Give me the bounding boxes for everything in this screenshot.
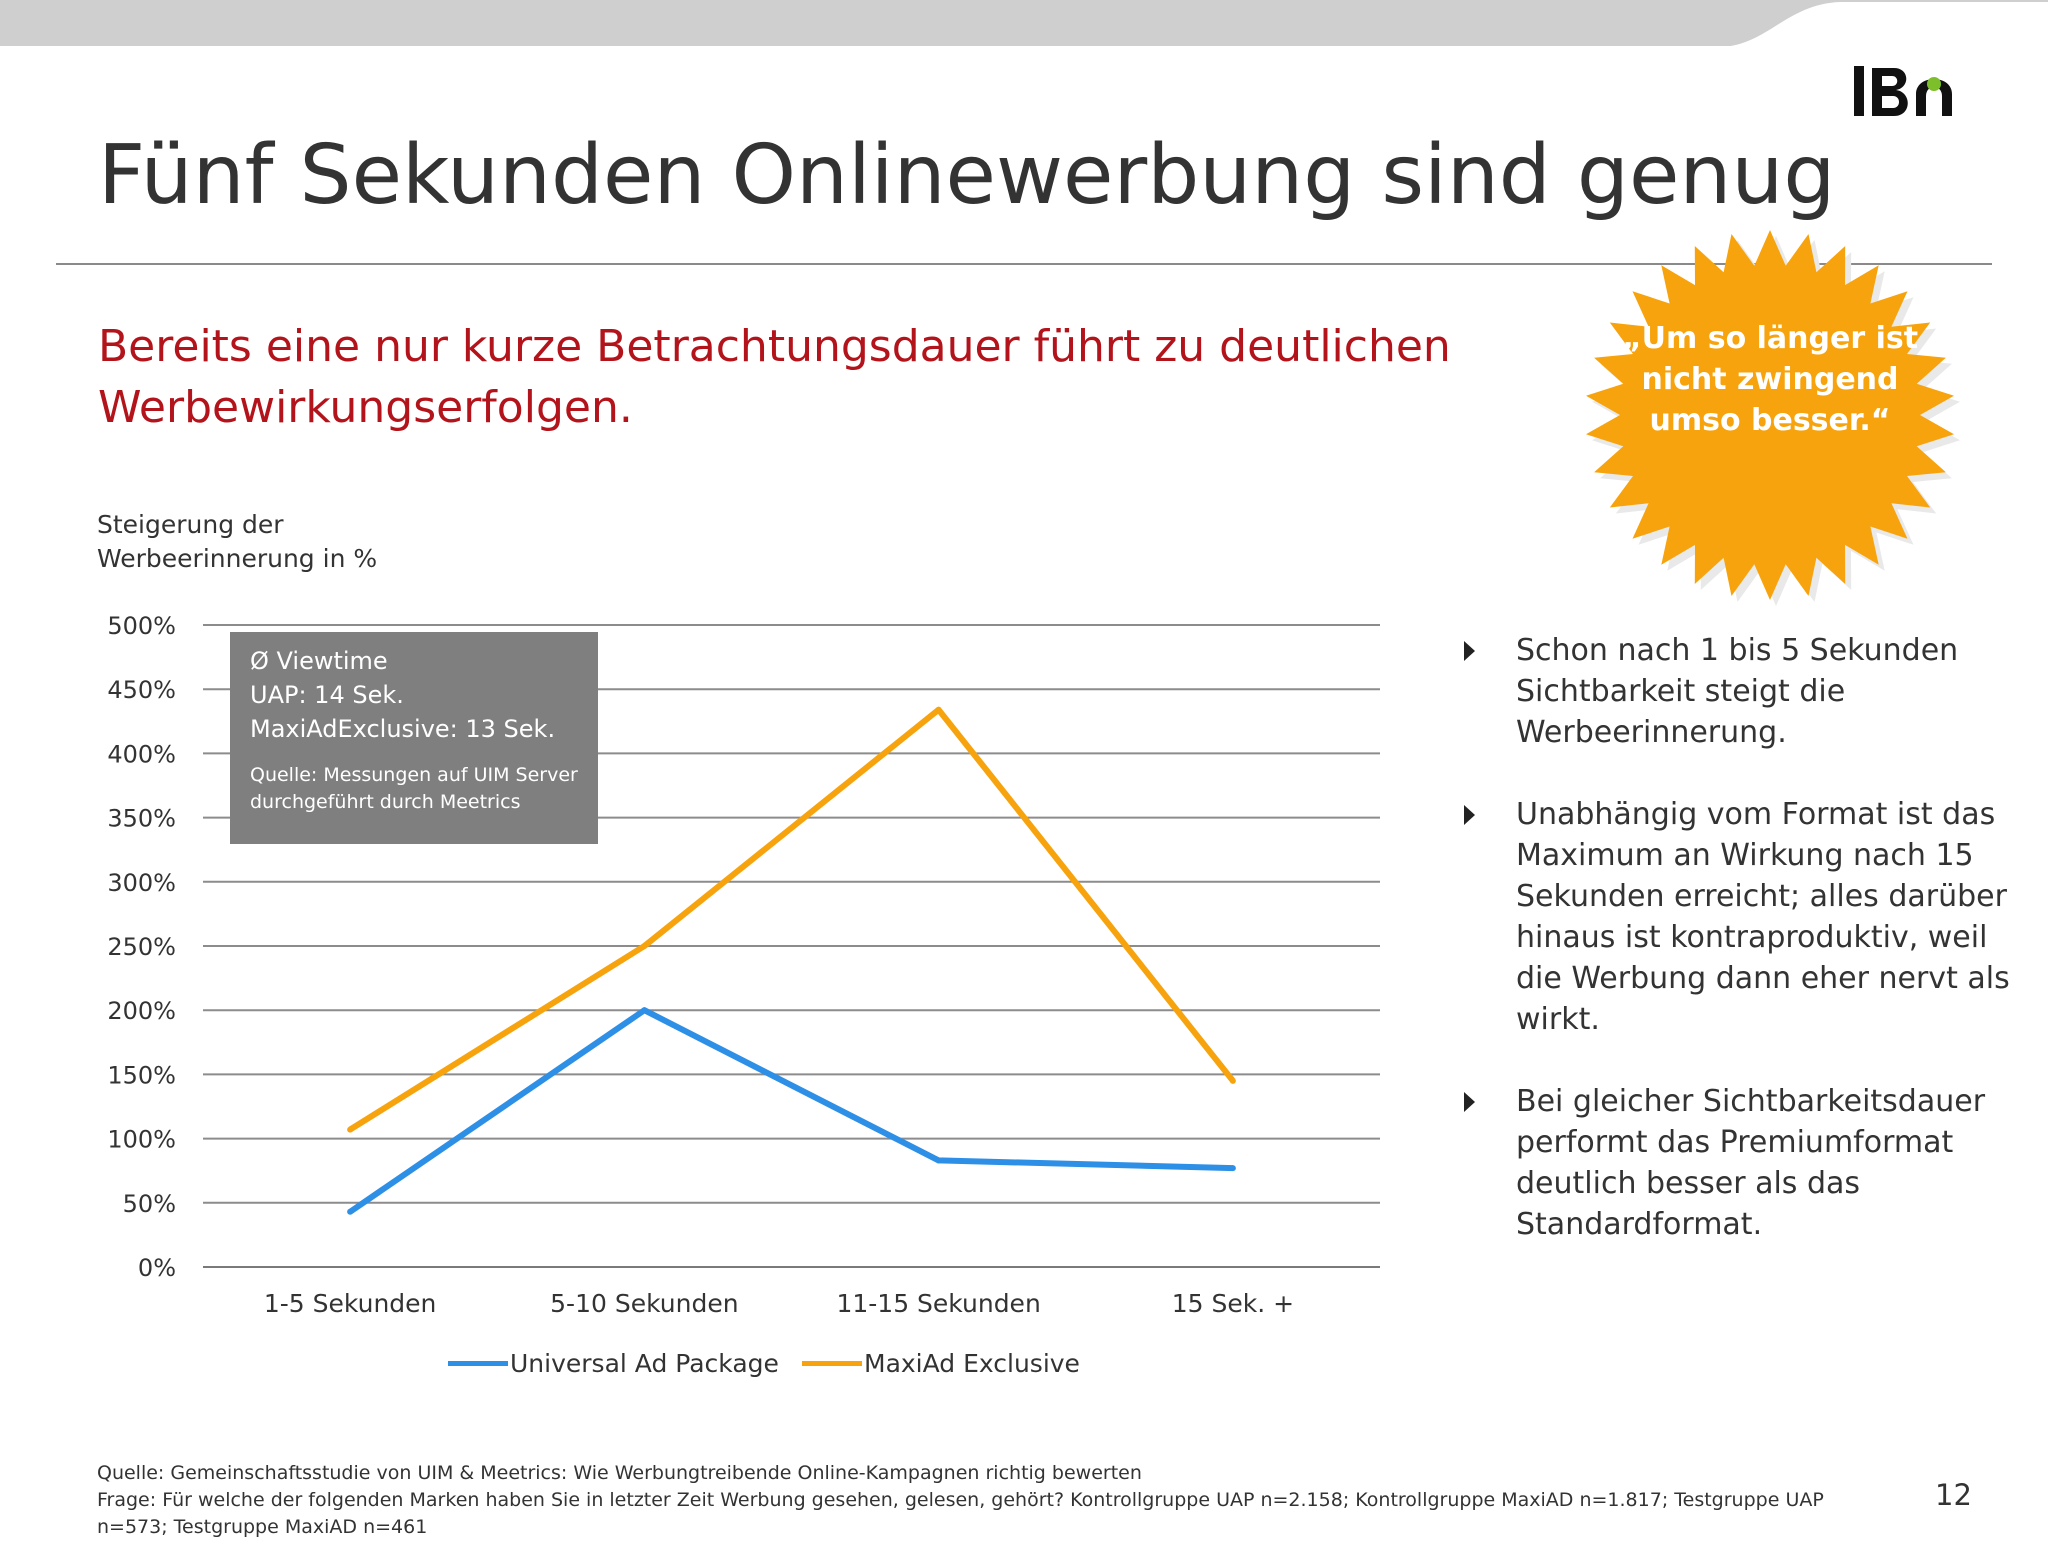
bullet-text: Bei gleicher Sichtbarkeitsdauer performt… — [1516, 1084, 1986, 1242]
series-line-maxiad — [348, 706, 1236, 1133]
series-line-uap — [348, 1007, 1233, 1215]
legend-label-uap: Universal Ad Package — [510, 1349, 779, 1378]
y-tick-label: 300% — [107, 869, 176, 897]
data-point-maxiad — [641, 943, 648, 949]
data-point-uap — [1229, 1165, 1236, 1172]
y-tick-label: 100% — [107, 1126, 176, 1154]
bullet-item: Schon nach 1 bis 5 Sekunden Sichtbarkeit… — [1460, 630, 2020, 753]
y-tick-label: 200% — [107, 997, 176, 1025]
bullet-item: Bei gleicher Sichtbarkeitsdauer performt… — [1460, 1081, 2020, 1245]
bullet-arrow-icon — [1464, 641, 1475, 661]
data-point-maxiad — [1229, 1077, 1236, 1084]
data-point-uap — [347, 1208, 354, 1215]
data-point-uap — [935, 1157, 942, 1164]
bullet-list: Schon nach 1 bis 5 Sekunden Sichtbarkeit… — [1460, 630, 2020, 1286]
y-axis-title: Steigerung der Werbeerinnerung in % — [97, 510, 378, 573]
infobox-source: Quelle: Messungen auf UIM Server durchge… — [250, 764, 578, 813]
bullet-text: Unabhängig vom Format ist das Maximum an… — [1516, 797, 2010, 1037]
legend-label-maxiad: MaxiAd Exclusive — [864, 1349, 1080, 1378]
legend-swatch-maxiad — [802, 1360, 862, 1366]
y-tick-label: 150% — [107, 1061, 176, 1089]
starburst-quote: „Um so länger ist nicht zwingend umso be… — [1621, 321, 1919, 438]
infobox-uap: UAP: 14 Sek. — [250, 681, 404, 709]
y-tick-label: 350% — [107, 805, 176, 833]
legend-item-uap: Universal Ad Package — [448, 1346, 779, 1382]
footer-line-source: Quelle: Gemeinschaftsstudie von UIM & Me… — [97, 1462, 1142, 1484]
data-point-maxiad — [935, 706, 942, 713]
bullet-arrow-icon — [1464, 1092, 1475, 1112]
slide-subtitle: Bereits eine nur kurze Betrachtungsdauer… — [98, 321, 1451, 433]
x-tick-label: 1-5 Sekunden — [264, 1289, 437, 1318]
y-tick-label: 450% — [107, 676, 176, 704]
bullet-arrow-icon — [1464, 805, 1475, 825]
y-tick-label: 250% — [107, 933, 176, 961]
company-logo — [1854, 66, 1952, 116]
footer-line-question: Frage: Für welche der folgenden Marken h… — [97, 1489, 1824, 1538]
footer-source: Quelle: Gemeinschaftsstudie von UIM & Me… — [97, 1460, 1897, 1541]
data-point-uap — [641, 1007, 648, 1014]
y-tick-label: 0% — [138, 1254, 176, 1282]
page-number: 12 — [1935, 1478, 1972, 1512]
slide-title: Fünf Sekunden Onlinewerbung sind genug — [98, 128, 1836, 223]
data-point-maxiad — [347, 1126, 354, 1133]
viewtime-infobox: Ø Viewtime UAP: 14 Sek. MaxiAdExclusive:… — [230, 632, 598, 844]
y-tick-label: 400% — [107, 740, 176, 768]
x-tick-label: 11-15 Sekunden — [836, 1289, 1040, 1318]
title-divider — [56, 263, 1992, 265]
infobox-heading: Ø Viewtime — [250, 647, 388, 675]
x-tick-label: 15 Sek. + — [1172, 1289, 1294, 1318]
infobox-maxiad: MaxiAdExclusive: 13 Sek. — [250, 715, 556, 743]
y-tick-label: 50% — [123, 1190, 176, 1218]
y-tick-label: 500% — [107, 612, 176, 640]
legend-swatch-uap — [448, 1360, 508, 1366]
bullet-item: Unabhängig vom Format ist das Maximum an… — [1460, 794, 2020, 1040]
bullet-text: Schon nach 1 bis 5 Sekunden Sichtbarkeit… — [1516, 633, 1959, 750]
legend-item-maxiad: MaxiAd Exclusive — [802, 1346, 1080, 1382]
starburst-badge — [1586, 230, 1960, 606]
top-decorative-band — [0, 0, 2048, 46]
x-tick-label: 5-10 Sekunden — [550, 1289, 738, 1318]
